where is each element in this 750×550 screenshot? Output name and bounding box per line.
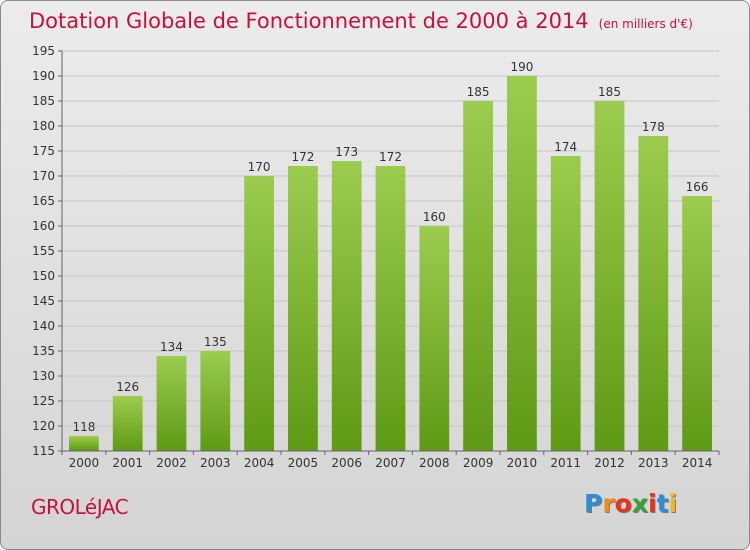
data-label-2004: 170: [248, 160, 271, 174]
bar-2008: [419, 226, 450, 451]
proxiti-logo: Proxiti: [584, 489, 677, 518]
logo-letter: P: [584, 489, 603, 518]
bar-2006: [331, 161, 362, 451]
data-label-2014: 166: [686, 180, 709, 194]
logo-letter: i: [668, 489, 678, 518]
data-label-2000: 118: [72, 420, 95, 434]
y-tick-label: 125: [32, 394, 55, 408]
x-tick-label: 2009: [463, 456, 494, 470]
data-label-2011: 174: [554, 140, 577, 154]
y-tick-label: 120: [32, 419, 55, 433]
data-label-2006: 173: [335, 145, 358, 159]
x-tick-label: 2014: [682, 456, 713, 470]
chart-title-text: Dotation Globale de Fonctionnement de 20…: [29, 9, 589, 33]
y-tick-label: 115: [32, 444, 55, 458]
x-tick-label: 2006: [331, 456, 362, 470]
y-tick-label: 145: [32, 294, 55, 308]
logo-letter: x: [631, 489, 648, 518]
bar-2012: [594, 101, 625, 451]
bar-2010: [507, 76, 537, 451]
data-label-2003: 135: [204, 335, 227, 349]
y-tick-label: 160: [32, 219, 55, 233]
x-tick-label: 2005: [288, 456, 319, 470]
data-label-2013: 178: [642, 120, 665, 134]
x-tick-label: 2010: [507, 456, 538, 470]
x-tick-label: 2004: [244, 456, 275, 470]
x-tick-label: 2012: [594, 456, 625, 470]
data-label-2010: 190: [510, 60, 533, 74]
data-label-2009: 185: [467, 85, 490, 99]
x-axis: 2000 2001 2002 2003 2004 2005 2006 2007 2008 2009…: [61, 450, 720, 470]
x-tick-label: 2003: [200, 456, 231, 470]
y-tick-label: 155: [32, 244, 55, 258]
x-tick-label: 2008: [419, 456, 450, 470]
y-tick-label: 150: [32, 269, 55, 283]
x-tick-label: 2000: [69, 456, 100, 470]
data-label-2007: 172: [379, 150, 402, 164]
y-tick-label: 175: [32, 144, 55, 158]
data-label-2008: 160: [423, 210, 446, 224]
logo-letter: r: [602, 489, 615, 518]
data-label-2002: 134: [160, 340, 183, 354]
y-tick-label: 140: [32, 319, 55, 333]
bars: 118 126 134 135 170 172 173 172 160 185 190 174 185 1…: [69, 60, 712, 451]
logo-letter: o: [614, 489, 632, 518]
bar-2007: [375, 166, 406, 451]
bar-2014: [682, 196, 712, 451]
y-axis: 115 120 125 130 135 140 145 150 155 160 165 170 175 1…: [32, 44, 63, 458]
commune-name: GROLéJAC: [31, 495, 129, 519]
bar-2011: [550, 156, 581, 451]
bar-2005: [288, 166, 318, 451]
y-tick-label: 180: [32, 119, 55, 133]
y-tick-label: 165: [32, 194, 55, 208]
logo-letter: t: [656, 489, 669, 518]
bar-2003: [200, 351, 231, 451]
y-tick-label: 135: [32, 344, 55, 358]
y-tick-label: 190: [32, 69, 55, 83]
logo-letter: i: [648, 489, 657, 518]
y-tick-label: 195: [32, 44, 55, 58]
data-label-2001: 126: [116, 380, 139, 394]
y-tick-label: 185: [32, 94, 55, 108]
bar-2002: [156, 356, 187, 451]
bar-2001: [112, 396, 143, 451]
bar-2000: [69, 436, 99, 451]
x-tick-label: 2013: [638, 456, 669, 470]
x-tick-label: 2007: [375, 456, 406, 470]
data-label-2005: 172: [291, 150, 314, 164]
data-label-2012: 185: [598, 85, 621, 99]
chart-unit-note: (en milliers d'€): [598, 17, 693, 31]
x-tick-label: 2011: [550, 456, 581, 470]
chart-title: Dotation Globale de Fonctionnement de 20…: [29, 9, 693, 33]
bar-2004: [244, 176, 274, 451]
bar-2009: [463, 101, 493, 451]
x-tick-label: 2001: [112, 456, 143, 470]
bar-2013: [638, 136, 669, 451]
x-tick-label: 2002: [156, 456, 187, 470]
y-tick-label: 170: [32, 169, 55, 183]
y-tick-label: 130: [32, 369, 55, 383]
